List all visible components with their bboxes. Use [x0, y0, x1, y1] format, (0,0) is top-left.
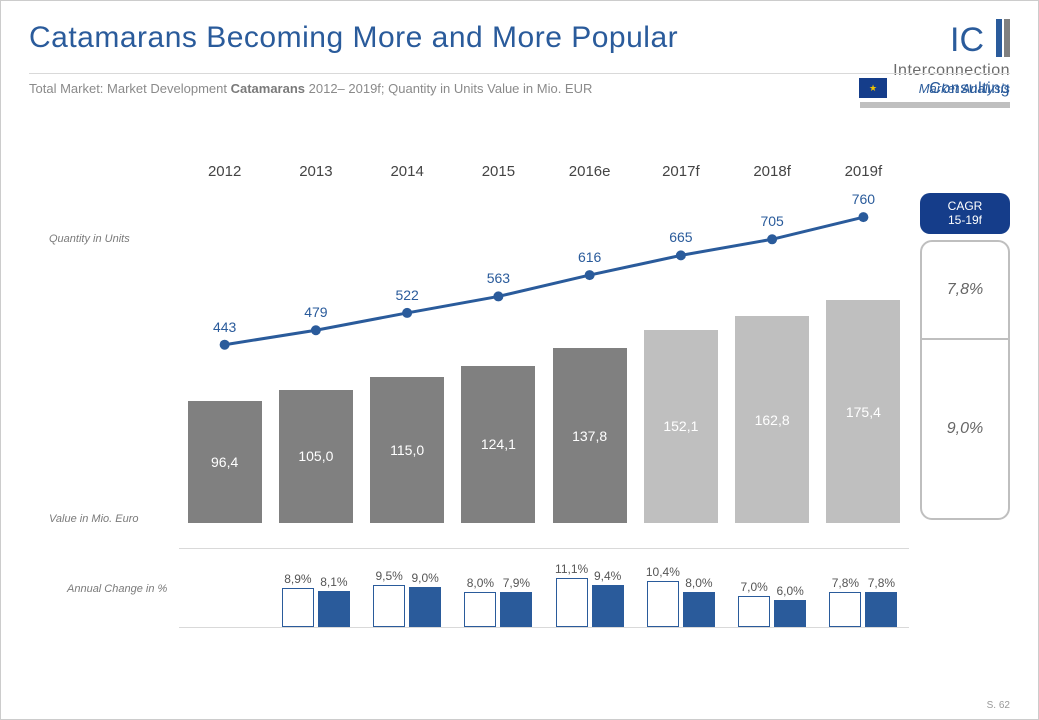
cagr-subtitle: 15-19f — [924, 213, 1006, 227]
quantity-point-label: 522 — [377, 287, 437, 303]
value-bar-label: 115,0 — [390, 442, 424, 458]
value-bar-label: 152,1 — [663, 418, 698, 434]
value-bar-label: 124,1 — [481, 436, 516, 452]
annual-change-label: Annual Change in % — [67, 583, 167, 595]
cagr-box: CAGR 15-19f 7,8% 9,0% — [920, 193, 1010, 523]
slide-root: Catamarans Becoming More and More Popula… — [0, 0, 1039, 720]
value-bar: 124,1 — [461, 366, 535, 524]
cagr-title: CAGR — [924, 199, 1006, 213]
year-label: 2013 — [270, 163, 361, 180]
value-bar-label: 175,4 — [846, 404, 881, 420]
subtitle-post: 2012– 2019f; Quantity in Units Value in … — [305, 81, 592, 96]
value-bar-label: 137,8 — [572, 428, 607, 444]
cagr-header: CAGR 15-19f — [920, 193, 1010, 234]
value-bar-label: 105,0 — [298, 448, 333, 464]
quantity-point-label: 760 — [833, 191, 893, 207]
value-bar: 162,8 — [735, 316, 809, 523]
quantity-point-label: 616 — [560, 249, 620, 265]
logo-icon: IC — [950, 19, 1010, 57]
value-bar-label: 162,8 — [755, 412, 790, 428]
value-axis-label: Value in Mio. Euro — [49, 513, 138, 525]
annual-change-bar-white — [738, 596, 770, 627]
subtitle-pre: Total Market: Market Development — [29, 81, 231, 96]
year-label: 2019f — [818, 163, 909, 180]
market-analysis-label: Market Analysis — [919, 81, 1010, 96]
grey-accent-bar — [860, 102, 1010, 108]
main-bars-area: 96,4 443 105,0 479 115,0 522 124,1 563 137,8 616 1… — [179, 193, 909, 523]
year-label: 2017f — [635, 163, 726, 180]
value-bar: 137,8 — [553, 348, 627, 523]
value-bar: 115,0 — [370, 377, 444, 523]
annual-change-label-blue: 8,1% — [313, 575, 355, 589]
value-bar-label: 96,4 — [211, 454, 238, 470]
annual-change-bar-blue — [592, 585, 624, 627]
quantity-point-label: 443 — [195, 319, 255, 335]
quantity-point-label: 563 — [468, 270, 528, 286]
quantity-point-label: 705 — [742, 213, 802, 229]
annual-change-label-blue: 9,4% — [587, 569, 629, 583]
years-row: 20122013201420152016e2017f2018f2019f — [179, 163, 909, 180]
annual-change-label-blue: 7,8% — [860, 576, 902, 590]
annual-change-bar-white — [464, 592, 496, 627]
annual-change-label-blue: 9,0% — [404, 571, 446, 585]
subtitle-bold: Catamarans — [231, 81, 305, 96]
cagr-value-value: 9,0% — [922, 340, 1008, 518]
cagr-quantity-value: 7,8% — [922, 242, 1008, 340]
eu-flag-icon: ★ — [859, 78, 887, 98]
annual-change-bar-white — [556, 578, 588, 627]
annual-change-bar-white — [647, 581, 679, 627]
value-bar: 175,4 — [826, 300, 900, 523]
quantity-axis-label: Quantity in Units — [49, 233, 130, 245]
value-bar: 152,1 — [644, 330, 718, 523]
year-label: 2016e — [544, 163, 635, 180]
sub-header: Total Market: Market Development Catamar… — [29, 73, 1010, 103]
annual-change-bar-blue — [865, 592, 897, 627]
annual-change-bar-white — [829, 592, 861, 627]
annual-change-bar-white — [282, 588, 314, 627]
value-bar: 105,0 — [279, 390, 353, 523]
chart-area: 20122013201420152016e2017f2018f2019f Qua… — [29, 163, 1010, 693]
year-label: 2012 — [179, 163, 270, 180]
page-number: S. 62 — [987, 700, 1010, 711]
annual-change-bar-white — [373, 585, 405, 627]
annual-change-bar-blue — [683, 592, 715, 627]
year-label: 2014 — [362, 163, 453, 180]
annual-change-label-blue: 8,0% — [678, 576, 720, 590]
year-label: 2018f — [727, 163, 818, 180]
annual-change-bar-blue — [409, 587, 441, 627]
quantity-point-label: 665 — [651, 229, 711, 245]
quantity-point-label: 479 — [286, 304, 346, 320]
annual-change-bar-blue — [774, 600, 806, 627]
value-bar: 96,4 — [188, 401, 262, 523]
cagr-values: 7,8% 9,0% — [920, 240, 1010, 520]
annual-change-area: 8,9%8,1%9,5%9,0%8,0%7,9%11,1%9,4%10,4%8,… — [179, 548, 909, 628]
annual-change-bar-blue — [500, 592, 532, 627]
svg-text:IC: IC — [950, 21, 984, 57]
annual-change-bar-blue — [318, 591, 350, 627]
annual-change-label-blue: 7,9% — [495, 576, 537, 590]
annual-change-label-blue: 6,0% — [769, 584, 811, 598]
year-label: 2015 — [453, 163, 544, 180]
